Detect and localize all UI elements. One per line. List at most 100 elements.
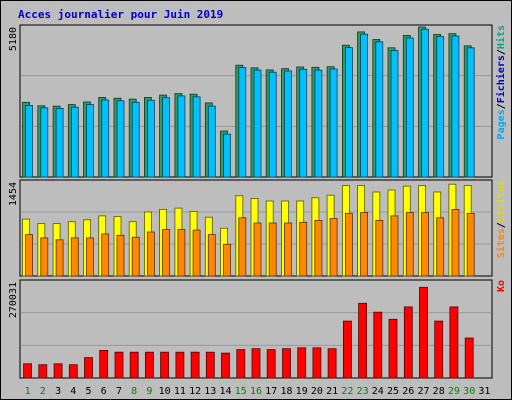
day-label-9: 9 — [146, 386, 152, 397]
day-label-29: 29 — [448, 386, 460, 397]
panel-bottom-ymax-label: 270031 — [8, 282, 19, 318]
bar-sites-day-5 — [86, 237, 94, 277]
bar-sites-day-6 — [101, 233, 110, 277]
bar-ko-day-8 — [129, 351, 139, 379]
bar-ko-day-10 — [160, 351, 170, 379]
day-label-11: 11 — [174, 386, 186, 397]
bar-ko-day-30 — [464, 337, 474, 379]
bar-ko-day-3 — [53, 363, 63, 379]
bar-sites-day-15 — [238, 217, 247, 277]
bar-sites-day-21 — [329, 218, 338, 277]
bar-sites-day-8 — [131, 236, 140, 277]
bar-ko-day-29 — [449, 306, 459, 379]
bar-ko-day-4 — [68, 364, 78, 379]
bar-ko-day-23 — [358, 302, 368, 379]
day-label-14: 14 — [219, 386, 231, 397]
legend-entry-middle-1: / — [496, 222, 507, 228]
day-label-16: 16 — [250, 386, 262, 397]
bar-sites-day-29 — [451, 208, 460, 277]
bar-ko-day-5 — [84, 357, 93, 379]
bar-pages-day-25 — [390, 50, 399, 178]
day-label-30: 30 — [463, 386, 475, 397]
bar-ko-day-9 — [144, 351, 154, 379]
day-label-18: 18 — [280, 386, 292, 397]
day-label-31: 31 — [478, 386, 490, 397]
legend-entry-top-4: Hits — [495, 25, 507, 49]
bar-sites-day-26 — [405, 212, 414, 277]
day-label-8: 8 — [131, 386, 137, 397]
bar-ko-day-12 — [190, 351, 200, 379]
bar-ko-day-15 — [236, 349, 246, 379]
bar-ko-day-26 — [403, 306, 413, 379]
bar-sites-day-20 — [314, 219, 323, 277]
day-label-10: 10 — [159, 386, 171, 397]
bar-pages-day-20 — [314, 69, 323, 178]
bar-pages-day-9 — [146, 99, 155, 178]
panel-bottom-bars — [23, 286, 474, 379]
bar-sites-day-3 — [55, 239, 64, 277]
day-label-6: 6 — [101, 386, 107, 397]
bar-sites-day-12 — [192, 229, 201, 277]
day-label-12: 12 — [189, 386, 201, 397]
bar-pages-day-6 — [101, 99, 110, 178]
legend-entry-top-2: Fichiers — [495, 55, 507, 103]
panel-middle: 1454 Sites/Visites — [8, 179, 507, 277]
day-label-23: 23 — [357, 386, 369, 397]
legend-entry-top-0: Pages — [496, 109, 507, 139]
panel-bottom-legend: Ko — [496, 280, 507, 292]
bar-pages-day-14 — [223, 133, 231, 178]
chart-title: Acces journalier pour Juin 2019 — [18, 8, 223, 21]
bar-ko-day-18 — [282, 348, 291, 379]
bar-pages-day-16 — [253, 69, 262, 178]
bar-ko-day-16 — [251, 348, 261, 379]
bar-ko-day-17 — [266, 349, 276, 379]
bar-ko-day-13 — [205, 351, 215, 379]
day-label-7: 7 — [116, 386, 122, 397]
x-axis-day-labels: 1 2 3 4 5 6 7 8 9 10 11 12 13 14 15 16 17 18 19 20 21 22 23 24 2… — [25, 386, 491, 397]
day-label-5: 5 — [85, 386, 91, 397]
bar-ko-day-6 — [99, 349, 109, 379]
bar-pages-day-3 — [55, 108, 64, 178]
bar-sites-day-28 — [436, 217, 445, 277]
bar-sites-day-16 — [253, 222, 262, 277]
bar-sites-day-1 — [25, 234, 34, 277]
bar-ko-day-21 — [327, 348, 337, 379]
bar-sites-day-19 — [299, 221, 308, 277]
bar-pages-day-23 — [360, 33, 369, 178]
bar-pages-day-26 — [405, 37, 414, 178]
panel-top-legend: Pages/Fichiers/Hits — [495, 25, 507, 139]
day-label-20: 20 — [311, 386, 323, 397]
bar-pages-day-21 — [329, 68, 338, 178]
bar-sites-day-24 — [375, 219, 384, 277]
panel-top-bars — [22, 26, 475, 178]
bar-ko-day-27 — [419, 286, 428, 379]
bar-sites-day-13 — [207, 234, 216, 277]
bar-ko-day-24 — [373, 311, 383, 379]
bar-sites-day-23 — [360, 212, 369, 277]
bar-pages-day-19 — [299, 68, 308, 178]
bar-sites-day-10 — [162, 229, 171, 277]
bar-ko-day-2 — [38, 364, 48, 379]
bar-ko-day-25 — [388, 318, 398, 379]
day-label-22: 22 — [341, 386, 353, 397]
bar-sites-day-22 — [344, 212, 353, 277]
bar-pages-day-2 — [40, 107, 49, 178]
bar-pages-day-8 — [131, 101, 140, 178]
day-label-2: 2 — [40, 386, 46, 397]
legend-entry-top-3: / — [496, 49, 507, 55]
bar-ko-day-28 — [434, 320, 444, 379]
bar-ko-day-20 — [312, 347, 322, 379]
day-label-17: 17 — [265, 386, 277, 397]
day-label-4: 4 — [70, 386, 76, 397]
legend-entry-bottom-0: Ko — [496, 280, 507, 292]
bar-ko-day-1 — [23, 363, 33, 379]
panel-top-ymax-label: 5180 — [8, 27, 19, 51]
day-label-19: 19 — [296, 386, 308, 397]
bar-ko-day-19 — [297, 347, 307, 379]
panel-bottom: 270031 Ko — [8, 279, 507, 379]
bar-sites-day-27 — [421, 212, 429, 277]
day-label-27: 27 — [417, 386, 429, 397]
panel-middle-bars — [22, 183, 475, 277]
bar-pages-day-29 — [451, 35, 460, 178]
bar-pages-day-10 — [162, 97, 171, 178]
